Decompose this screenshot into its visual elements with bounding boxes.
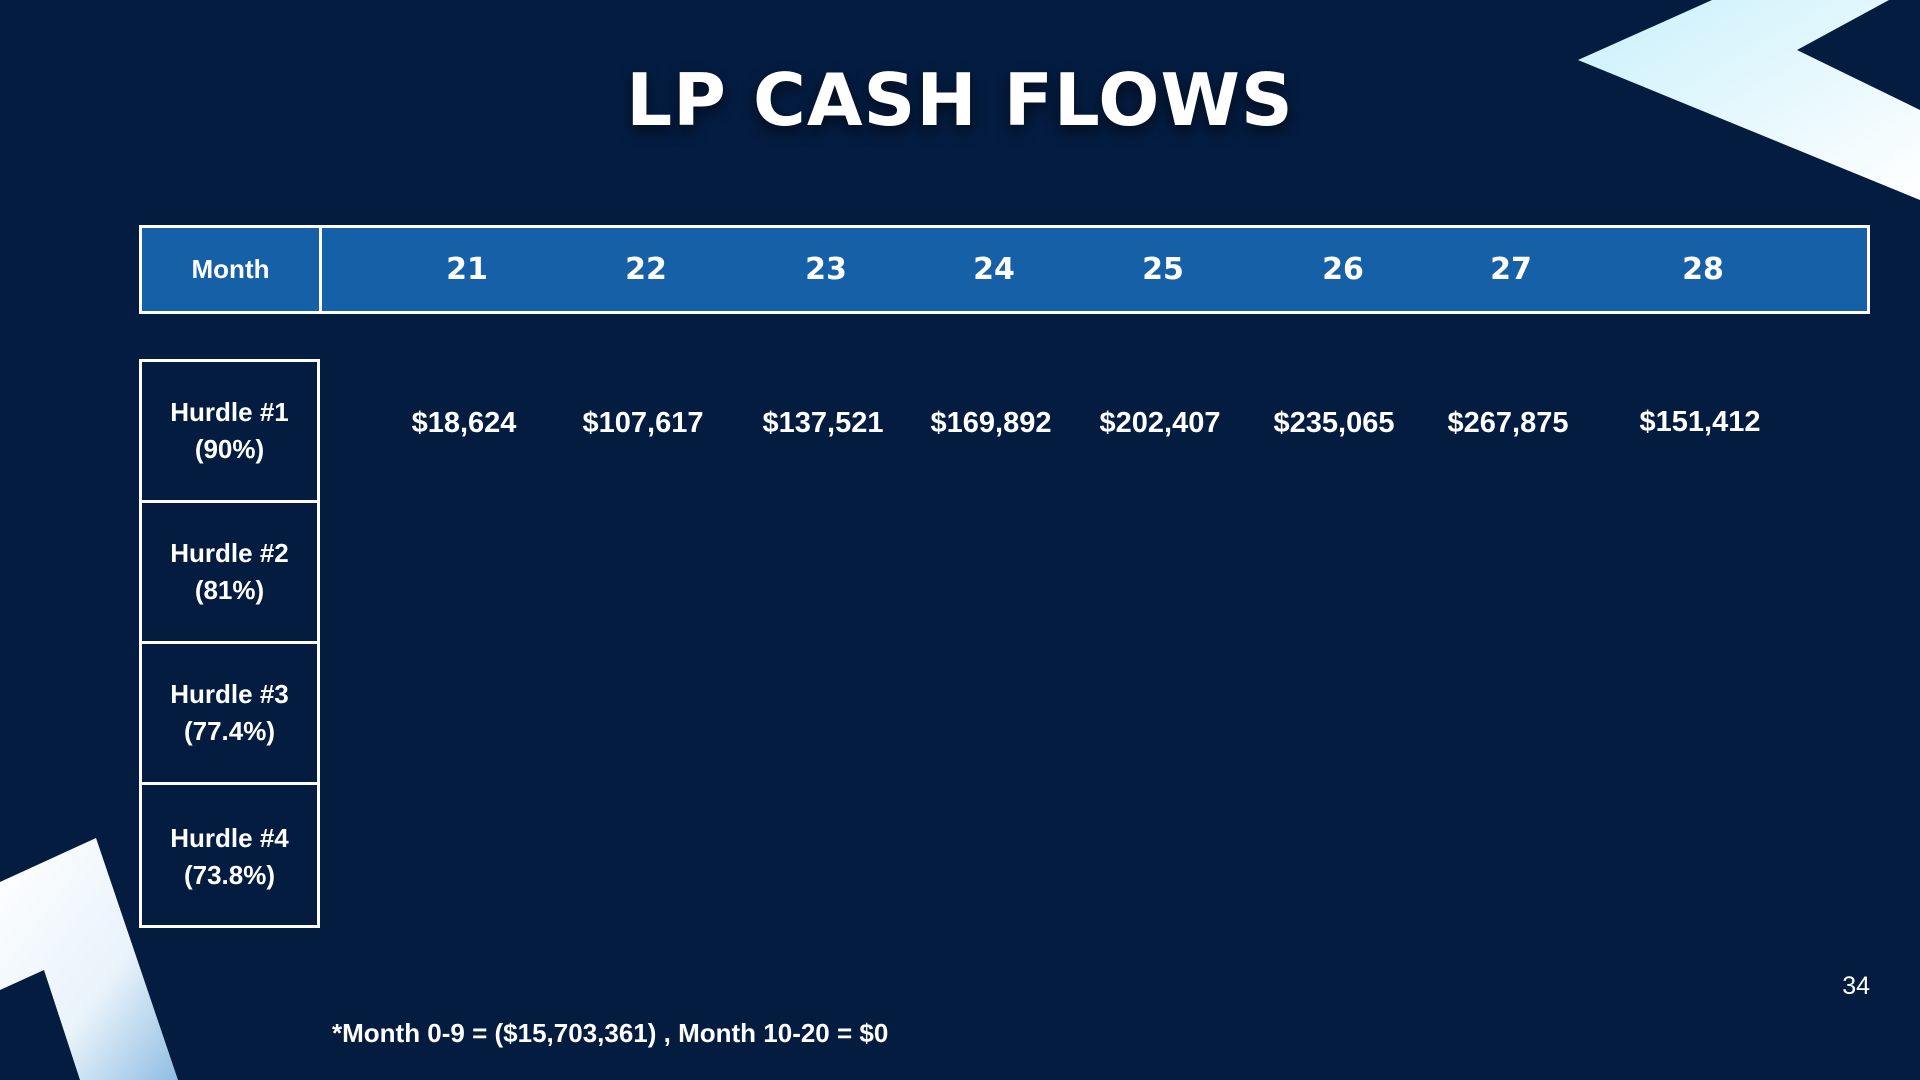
hurdle-percent: (90%) — [194, 434, 265, 464]
hurdle1-month-27-value: $267,875 — [1447, 407, 1569, 439]
hurdle1-month-26-value: $235,065 — [1273, 407, 1395, 439]
month-header-24: 24 — [973, 252, 1015, 287]
hurdle-percent: (73.8%) — [183, 859, 276, 890]
hurdle-row-2-label: Hurdle #2 (81%) — [142, 503, 317, 644]
page-number: 34 — [1842, 972, 1870, 1000]
hurdle-row-1-label: Hurdle #1 (90%) — [142, 362, 317, 503]
month-header-21: 21 — [446, 252, 488, 287]
hurdle-row-4-label: Hurdle #4 (73.8%) — [142, 785, 317, 928]
hurdle-name: Hurdle #2 — [170, 538, 289, 568]
hurdle-percent: (81%) — [194, 575, 265, 605]
month-header-row: Month 21 22 23 24 25 26 27 28 — [139, 225, 1870, 314]
hurdle1-month-25-value: $202,407 — [1099, 407, 1221, 439]
hurdle-name: Hurdle #3 — [170, 679, 289, 709]
hurdle-name: Hurdle #1 — [170, 397, 289, 427]
month-header-23: 23 — [805, 252, 847, 287]
month-header-label: Month — [142, 228, 322, 311]
hurdle1-month-22-value: $107,617 — [582, 407, 704, 439]
month-header-26: 26 — [1322, 252, 1364, 287]
hurdle1-month-23-value: $137,521 — [762, 407, 884, 439]
hurdle1-month-24-value: $169,892 — [930, 407, 1052, 439]
month-header-27: 27 — [1490, 252, 1532, 287]
page-title: LP CASH FLOWS — [626, 58, 1294, 142]
footnote: *Month 0-9 = ($15,703,361) , Month 10-20… — [332, 1018, 889, 1048]
hurdle1-month-21-value: $18,624 — [411, 407, 517, 439]
month-header-25: 25 — [1142, 252, 1184, 287]
month-header-22: 22 — [625, 252, 667, 287]
hurdle1-month-28-value: $151,412 — [1639, 406, 1761, 438]
hurdle-row-3-label: Hurdle #3 (77.4%) — [142, 644, 317, 785]
hurdle-column: Hurdle #1 (90%) Hurdle #2 (81%) Hurdle #… — [139, 359, 320, 928]
month-header-28: 28 — [1682, 252, 1724, 287]
hurdle-percent: (77.4%) — [183, 716, 276, 746]
hurdle-name: Hurdle #4 — [170, 822, 289, 853]
